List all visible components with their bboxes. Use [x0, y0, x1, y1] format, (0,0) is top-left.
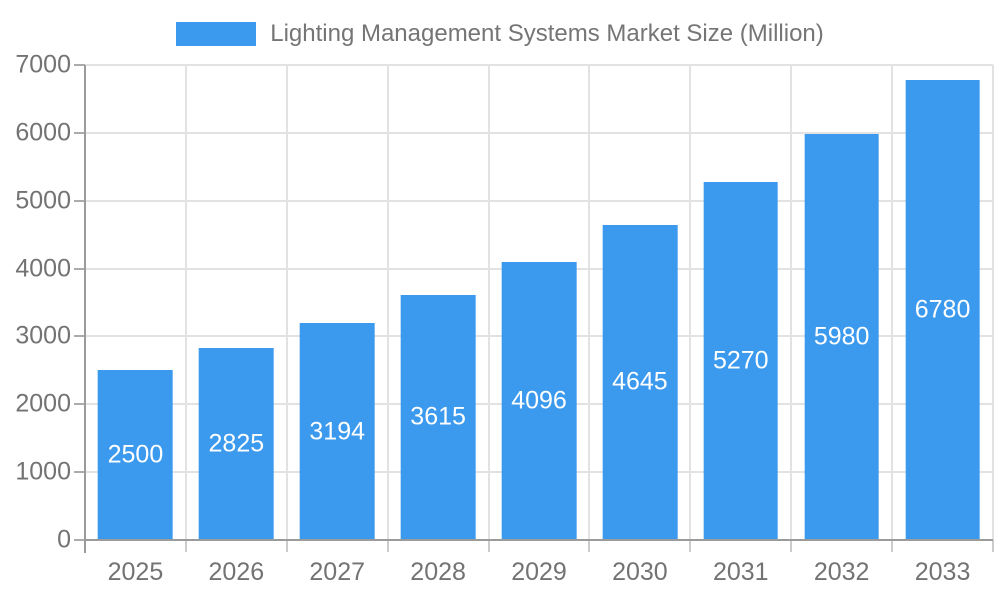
x-axis-tick-label: 2031	[712, 558, 769, 586]
x-axis-line	[85, 539, 993, 541]
y-axis-tick-label: 4000	[15, 254, 71, 283]
legend-label: Lighting Management Systems Market Size …	[270, 20, 824, 47]
legend-swatch	[176, 22, 257, 46]
y-axis-tick	[74, 64, 85, 66]
y-axis-tick-label: 3000	[15, 321, 71, 350]
x-axis-tick	[992, 540, 994, 552]
y-axis-tick-label: 1000	[15, 457, 71, 486]
x-axis-tick-label: 2030	[612, 558, 668, 586]
x-axis-tick	[689, 540, 692, 552]
bar[interactable]: 4645	[602, 224, 678, 540]
vertical-gridline	[285, 65, 288, 540]
y-axis-tick	[74, 403, 85, 406]
bar-value-label: 4645	[612, 367, 668, 396]
x-axis-tick	[588, 540, 591, 552]
plot-area: 0 1000 2000 3000 4000 5000 6000 7000 2500 2025 282…	[15, 52, 994, 585]
y-axis-tick	[74, 199, 85, 202]
y-axis-tick	[74, 539, 85, 541]
x-axis-tick-label: 2033	[914, 558, 971, 586]
y-axis-tick-label: 6000	[15, 118, 71, 147]
y-axis-tick-label: 7000	[15, 50, 71, 79]
x-axis-tick	[790, 540, 793, 552]
vertical-gridline	[992, 65, 994, 540]
y-axis-tick-label: 2000	[15, 389, 71, 418]
bar[interactable]: 5270	[703, 182, 779, 540]
x-axis-tick-label: 2032	[813, 558, 870, 586]
bar[interactable]: 3615	[400, 294, 476, 540]
x-axis-tick-label: 2029	[511, 558, 567, 586]
x-axis-tick-label: 2025	[107, 558, 164, 586]
vertical-gridline	[891, 65, 894, 540]
bar-value-label: 2500	[107, 440, 164, 469]
vertical-gridline	[487, 65, 490, 540]
bar[interactable]: 2500	[98, 370, 173, 540]
vertical-gridline	[689, 65, 692, 540]
bar[interactable]: 6780	[905, 79, 980, 540]
vertical-gridline	[386, 65, 389, 540]
bar[interactable]: 5980	[804, 134, 879, 540]
bar[interactable]: 4096	[501, 262, 577, 540]
bar-value-label: 4096	[511, 386, 567, 415]
x-axis-tick	[386, 540, 389, 552]
x-axis-tick	[184, 540, 187, 552]
bar-value-label: 5980	[813, 322, 870, 351]
x-axis-tick	[487, 540, 490, 552]
y-axis-tick	[74, 471, 85, 474]
vertical-gridline	[184, 65, 187, 540]
x-axis-tick	[891, 540, 894, 552]
bar[interactable]: 2825	[199, 348, 274, 540]
y-axis-line	[84, 65, 86, 553]
vertical-gridline	[790, 65, 793, 540]
bar[interactable]: 3194	[299, 323, 375, 540]
horizontal-gridline	[85, 64, 993, 66]
bar-value-label: 5270	[712, 346, 769, 375]
bar-value-label: 6780	[914, 295, 971, 324]
x-axis-tick-label: 2026	[208, 558, 265, 586]
bar-value-label: 2825	[208, 429, 265, 458]
y-axis-tick	[74, 267, 85, 270]
bar-value-label: 3615	[410, 402, 466, 431]
y-axis-tick-label: 0	[57, 525, 71, 554]
x-axis-tick-label: 2028	[410, 558, 466, 586]
y-axis-tick	[74, 335, 85, 338]
horizontal-gridline	[85, 131, 993, 134]
y-axis-tick-label: 5000	[15, 186, 71, 215]
chart-legend[interactable]: Lighting Management Systems Market Size …	[0, 20, 1000, 47]
x-axis-tick	[285, 540, 288, 552]
x-axis-tick-label: 2027	[309, 558, 366, 586]
y-axis-tick	[74, 131, 85, 134]
bar-value-label: 3194	[309, 417, 366, 446]
vertical-gridline	[588, 65, 591, 540]
horizontal-gridline	[85, 199, 993, 202]
